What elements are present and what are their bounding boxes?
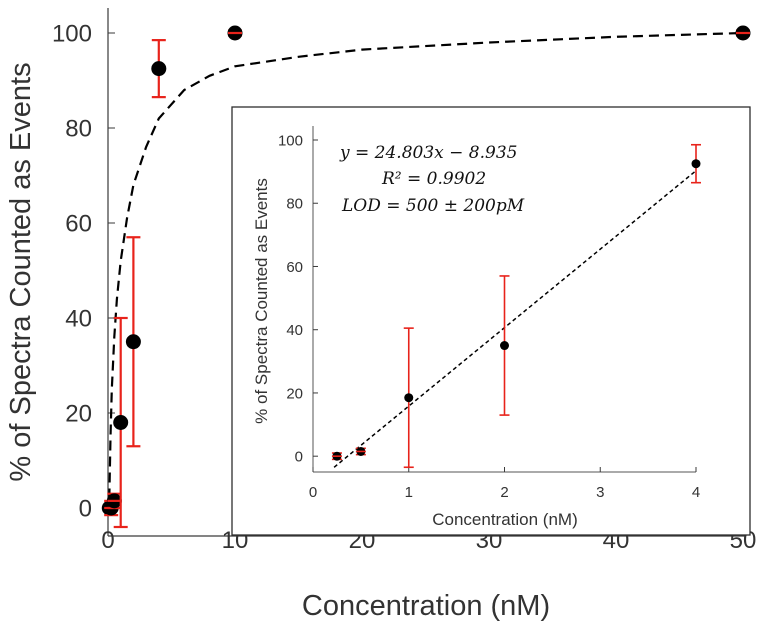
inset-data-point: [500, 341, 509, 351]
inset-y-tick-label: 80: [286, 196, 303, 213]
main-y-tick-label: 60: [65, 211, 92, 238]
inset-equation: y = 24.803x − 8.935: [339, 143, 517, 163]
inset-data-point: [691, 159, 701, 169]
main-fit-line: [108, 31, 744, 499]
main-y-tick-label: 40: [65, 306, 92, 333]
inset-y-tick-label: 0: [295, 449, 303, 466]
main-x-tick-label: 0: [101, 527, 114, 554]
inset-y-tick-label: 100: [278, 132, 303, 149]
main-y-tick-label: 20: [65, 401, 92, 428]
main-y-axis-title: % of Spectra Counted as Events: [5, 62, 37, 481]
main-data-point: [125, 334, 141, 350]
inset-data-point: [404, 393, 414, 403]
inset-fit-line: [333, 170, 697, 468]
inset-x-tick-label: 2: [500, 484, 508, 501]
inset-r-squared: R² = 0.9902: [381, 169, 486, 189]
inset-frame: [231, 106, 751, 536]
inset-x-tick-label: 0: [309, 484, 317, 501]
inset-x-tick-label: 3: [596, 484, 604, 501]
inset-x-tick-label: 4: [692, 484, 700, 501]
inset-y-tick-label: 40: [286, 322, 303, 339]
main-y-tick-label: 80: [65, 116, 92, 143]
main-y-tick-label: 0: [79, 496, 92, 523]
inset-y-tick-label: 20: [286, 385, 303, 402]
inset-x-tick-label: 1: [405, 484, 413, 501]
main-data-point: [151, 61, 167, 77]
inset-y-axis-title: % of Spectra Counted as Events: [252, 178, 271, 424]
main-x-axis-title: Concentration (nM): [302, 590, 550, 622]
main-data-point: [113, 415, 129, 430]
inset-y-tick-label: 60: [286, 259, 303, 276]
main-y-tick-label: 100: [52, 21, 92, 48]
inset-lod: LOD = 500 ± 200pM: [341, 196, 525, 216]
inset-x-axis-title: Concentration (nM): [432, 510, 578, 529]
